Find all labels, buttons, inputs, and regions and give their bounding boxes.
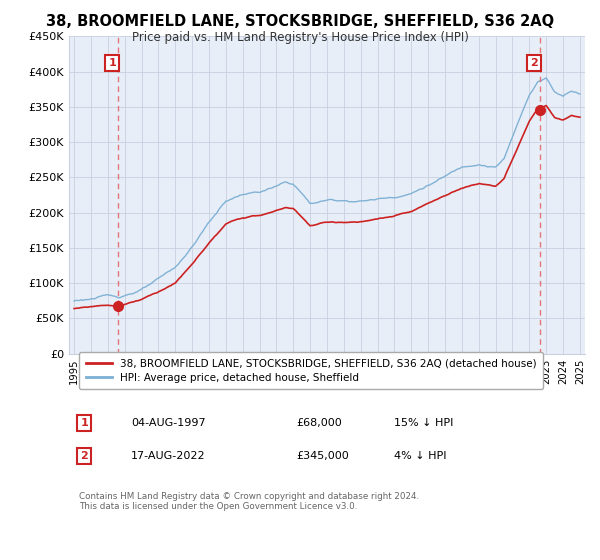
Text: 04-AUG-1997: 04-AUG-1997 <box>131 418 206 428</box>
Text: 2: 2 <box>530 58 538 68</box>
Text: 1: 1 <box>80 418 88 428</box>
Text: £345,000: £345,000 <box>296 451 349 461</box>
Text: Contains HM Land Registry data © Crown copyright and database right 2024.
This d: Contains HM Land Registry data © Crown c… <box>79 492 419 511</box>
Text: 15% ↓ HPI: 15% ↓ HPI <box>394 418 454 428</box>
Text: £68,000: £68,000 <box>296 418 342 428</box>
Text: 4% ↓ HPI: 4% ↓ HPI <box>394 451 446 461</box>
Text: 1: 1 <box>109 58 116 68</box>
Text: 17-AUG-2022: 17-AUG-2022 <box>131 451 206 461</box>
Legend: 38, BROOMFIELD LANE, STOCKSBRIDGE, SHEFFIELD, S36 2AQ (detached house), HPI: Ave: 38, BROOMFIELD LANE, STOCKSBRIDGE, SHEFF… <box>79 352 543 389</box>
Text: 38, BROOMFIELD LANE, STOCKSBRIDGE, SHEFFIELD, S36 2AQ: 38, BROOMFIELD LANE, STOCKSBRIDGE, SHEFF… <box>46 14 554 29</box>
Text: Price paid vs. HM Land Registry's House Price Index (HPI): Price paid vs. HM Land Registry's House … <box>131 31 469 44</box>
Text: 2: 2 <box>80 451 88 461</box>
